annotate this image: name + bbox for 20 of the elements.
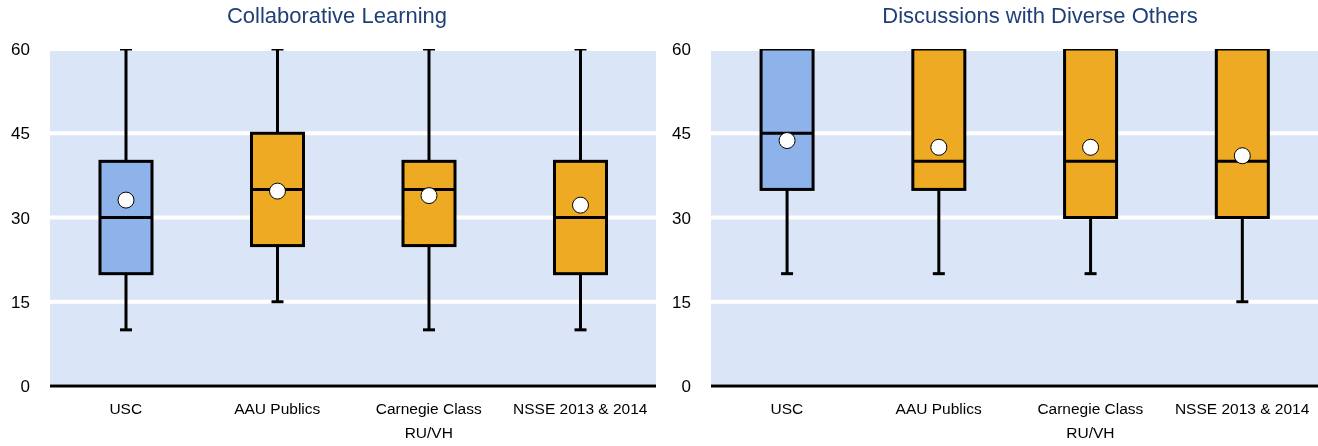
x-tick-label: AAU Publics [895, 400, 982, 417]
chart-title: Collaborative Learning [226, 3, 448, 29]
y-tick-label: 60 [672, 40, 691, 60]
x-tick-label: AAU Publics [234, 400, 321, 417]
y-tick-label: 45 [672, 124, 691, 144]
y-tick-label: 60 [11, 40, 30, 60]
x-tick-label: NSSE 2013 & 2014 [1174, 400, 1310, 417]
y-tick-label: 30 [11, 208, 30, 228]
x-tick-label: Carnegie Class RU/VH [1037, 400, 1144, 441]
y-tick-label: 0 [20, 377, 30, 397]
y-tick-label: 15 [11, 292, 30, 312]
x-tick-label: Carnegie Class RU/VH [375, 400, 482, 441]
x-tick-label: NSSE 2013 & 2014 [513, 400, 648, 417]
x-tick-label: USC [770, 400, 804, 417]
y-tick-label: 15 [672, 292, 691, 312]
y-tick-label: 0 [681, 377, 691, 397]
chart-title: Discussions with Diverse Others [882, 3, 1198, 29]
y-tick-label: 45 [11, 124, 30, 144]
y-tick-label: 30 [672, 208, 691, 228]
x-tick-label: USC [109, 400, 143, 417]
